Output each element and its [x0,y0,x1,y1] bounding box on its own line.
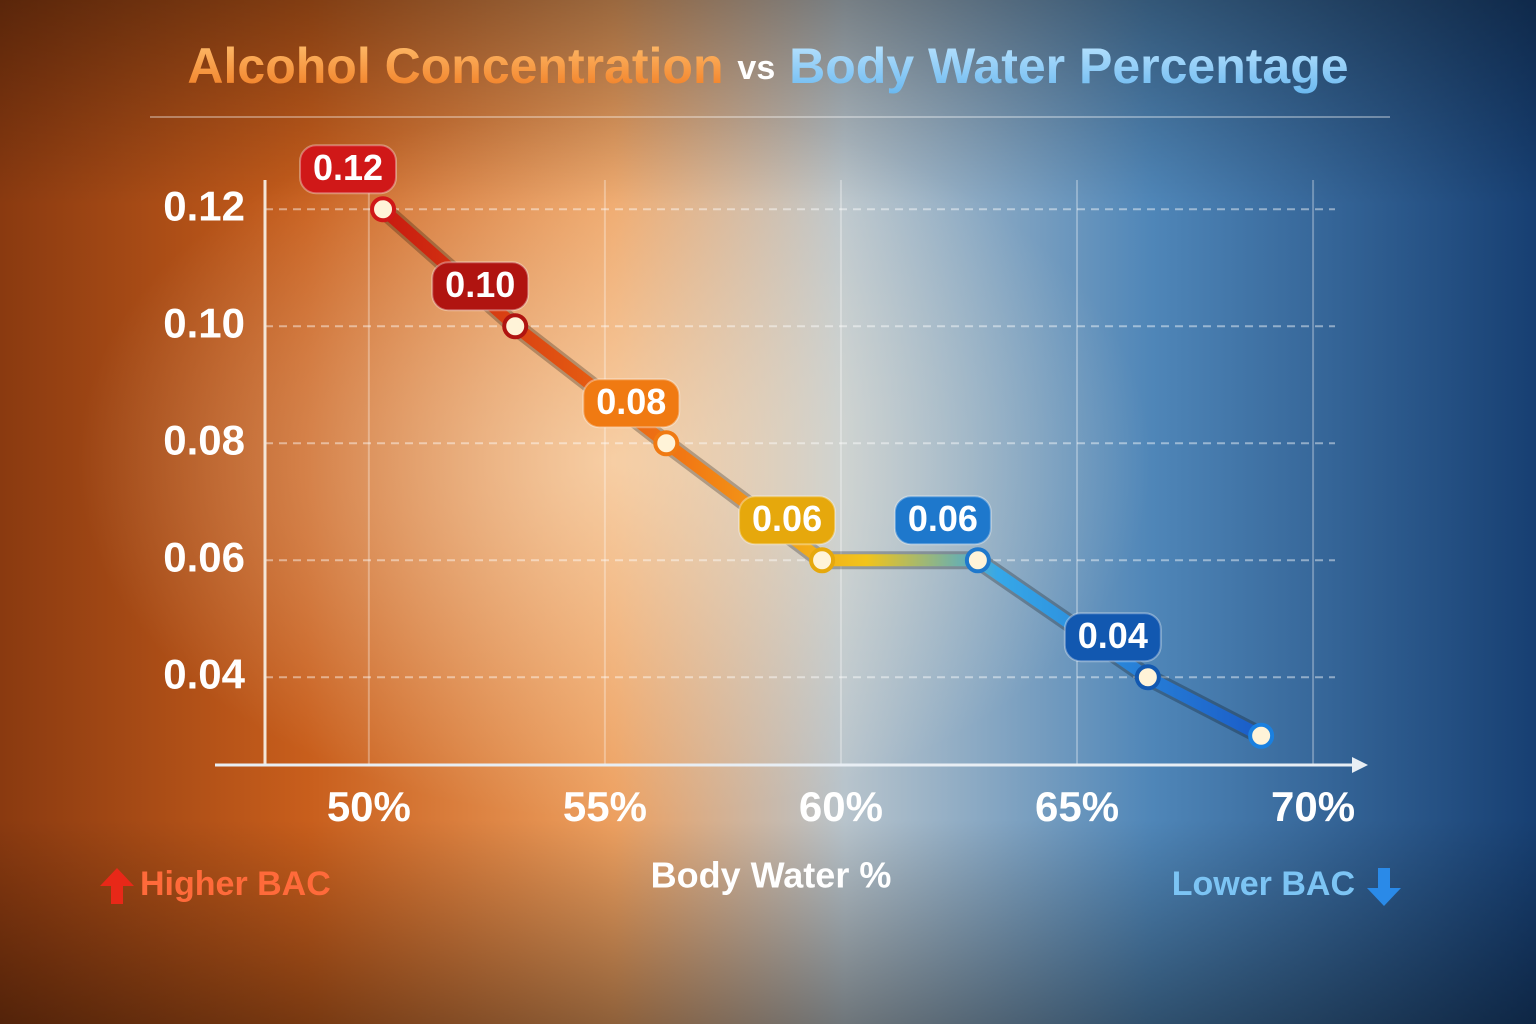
y-tick-label: 0.04 [163,650,245,697]
data-label: 0.06 [752,498,822,539]
data-label-badge [582,378,681,429]
data-point [1134,664,1161,691]
chart-title: Alcohol Concentration vs Body Water Perc… [187,38,1348,94]
y-tick-label: 0.08 [163,416,245,463]
x-tick-label: 50% [327,783,411,830]
data-point [653,430,680,457]
data-label: 0.10 [445,264,515,305]
data-label: 0.08 [596,381,666,422]
data-point [370,196,397,223]
data-label-badge [738,495,837,546]
y-tick-label: 0.10 [163,299,245,346]
data-label-badge [1063,612,1162,663]
data-point [502,313,529,340]
down-arrow-icon [1367,868,1401,906]
data-label: 0.12 [313,147,383,188]
plot: 0.12 0.10 0.08 0.06 0.06 0.04 [299,144,1275,749]
x-tick-label: 60% [799,783,883,830]
title-part: vs [737,49,775,87]
up-arrow-icon [100,868,134,904]
data-label: 0.04 [1078,615,1148,656]
data-point [1248,722,1275,749]
x-tick-label: 65% [1035,783,1119,830]
data-label-badge [431,261,530,312]
data-point [964,547,991,574]
title-part: Body Water Percentage [789,38,1348,94]
data-label-badge [299,144,398,195]
title-part: Alcohol Concentration [187,38,723,94]
annotation-left: Higher BAC [140,865,331,903]
x-axis-title: Body Water % [651,855,892,896]
x-tick-label: 55% [563,783,647,830]
y-tick-label: 0.06 [163,533,245,580]
data-point [809,547,836,574]
grid [265,180,1335,765]
data-label: 0.06 [908,498,978,539]
data-label-badge [893,495,992,546]
x-tick-label: 70% [1271,783,1355,830]
y-tick-label: 0.12 [163,182,245,229]
x-axis-arrow [1352,757,1368,773]
annotation-right: Lower BAC [1172,865,1355,903]
